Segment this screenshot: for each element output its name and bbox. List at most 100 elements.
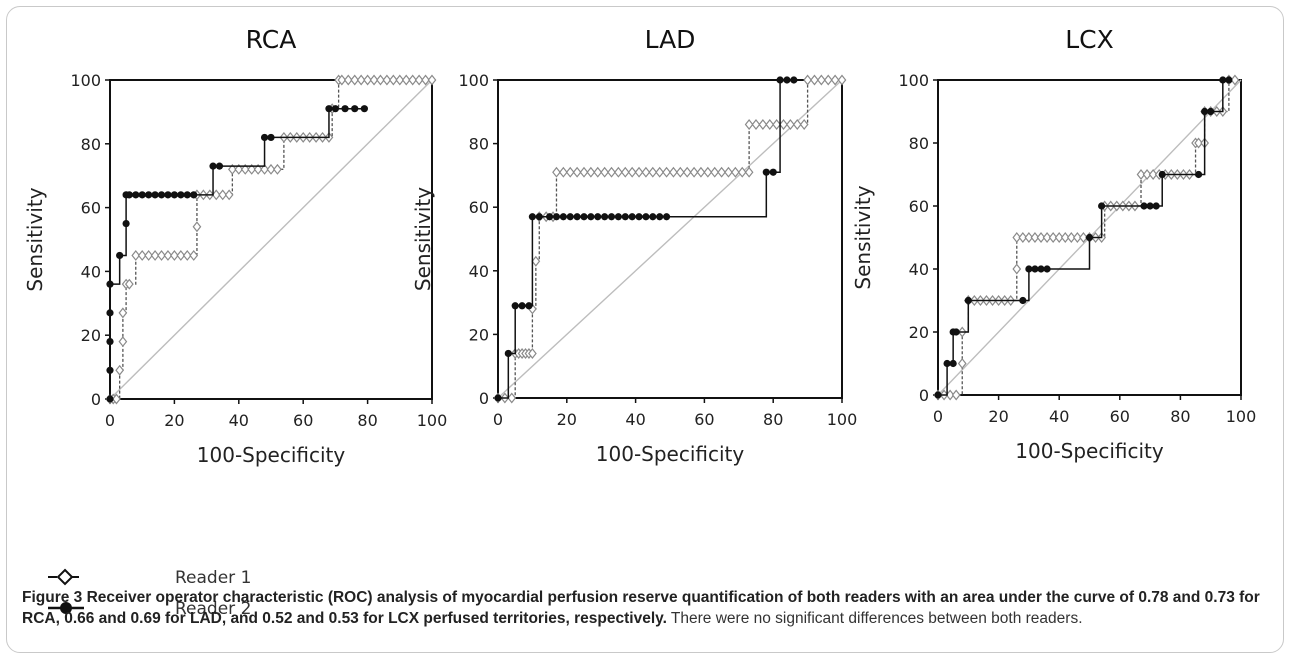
data-point-reader-2 xyxy=(1037,265,1045,273)
plot-area xyxy=(937,79,1242,396)
data-point-reader-1 xyxy=(614,166,623,178)
data-point-reader-1 xyxy=(408,74,418,86)
plot-area xyxy=(109,79,433,400)
y-tick-label: 20 xyxy=(469,325,489,344)
data-point-reader-1 xyxy=(531,255,541,267)
data-point-reader-1 xyxy=(744,166,754,178)
data-point-reader-1 xyxy=(1079,232,1088,243)
data-point-reader-2 xyxy=(209,162,217,170)
data-point-reader-2 xyxy=(790,76,798,84)
data-point-reader-1 xyxy=(751,119,761,130)
data-point-reader-2 xyxy=(525,302,533,310)
data-point-reader-1 xyxy=(799,119,809,130)
data-point-reader-2 xyxy=(341,105,349,113)
data-point-reader-1 xyxy=(710,166,720,178)
data-point-reader-2 xyxy=(151,191,159,199)
data-point-reader-2 xyxy=(762,168,770,176)
data-point-reader-2 xyxy=(145,191,153,199)
data-point-reader-1 xyxy=(1012,232,1022,243)
x-tick-label: 20 xyxy=(557,410,577,429)
data-point-reader-1 xyxy=(655,166,665,178)
data-point-reader-2 xyxy=(177,191,185,199)
data-point-reader-1 xyxy=(558,166,568,178)
data-point-reader-1 xyxy=(765,119,775,130)
data-point-reader-1 xyxy=(627,166,637,178)
series-reader-2 xyxy=(934,76,1233,399)
data-point-reader-2 xyxy=(360,105,368,113)
data-point-reader-2 xyxy=(535,213,543,221)
data-point-reader-1 xyxy=(816,74,826,86)
y-axis-label: Sensitivity xyxy=(851,185,875,289)
data-point-reader-1 xyxy=(786,119,795,130)
data-point-reader-2 xyxy=(601,213,609,221)
data-point-reader-2 xyxy=(587,213,595,221)
data-point-reader-1 xyxy=(247,163,257,175)
data-point-reader-1 xyxy=(810,74,819,86)
data-point-reader-2 xyxy=(106,366,114,374)
data-point-reader-1 xyxy=(182,249,192,261)
data-point-reader-1 xyxy=(803,74,812,86)
data-point-reader-2 xyxy=(215,162,224,170)
data-point-reader-1 xyxy=(260,163,269,175)
data-point-reader-1 xyxy=(218,189,228,201)
roc-chart-lcx: LCX 0 20 40 60 80 100 0 20 40 60 80 100 100-Specifici… xyxy=(851,25,1256,463)
data-point-reader-2 xyxy=(528,213,537,221)
data-point-reader-2 xyxy=(106,337,114,346)
data-point-reader-1 xyxy=(1036,232,1046,243)
data-point-reader-1 xyxy=(176,249,186,261)
data-point-reader-1 xyxy=(1142,169,1152,180)
data-point-reader-2 xyxy=(635,213,643,221)
y-tick-label: 100 xyxy=(898,71,929,90)
x-tick-label: 60 xyxy=(1110,407,1130,426)
data-point-reader-1 xyxy=(273,163,282,175)
data-point-reader-2 xyxy=(580,213,588,221)
x-tick-label: 40 xyxy=(625,410,645,429)
data-point-reader-1 xyxy=(572,166,582,178)
data-point-reader-2 xyxy=(132,191,140,199)
data-point-reader-1 xyxy=(1018,232,1028,243)
x-tick-label: 100 xyxy=(1226,407,1257,426)
data-point-reader-2 xyxy=(1152,202,1160,210)
open-diamond-marker-icon xyxy=(56,568,74,586)
data-point-reader-2 xyxy=(594,213,602,221)
figure-frame xyxy=(6,6,1284,653)
y-tick-label: 60 xyxy=(909,197,929,216)
data-point-reader-1 xyxy=(192,221,202,233)
data-point-reader-2 xyxy=(934,391,942,399)
data-point-reader-2 xyxy=(662,213,671,221)
data-point-reader-1 xyxy=(427,74,437,86)
data-point-reader-2 xyxy=(138,191,146,199)
data-point-reader-1 xyxy=(253,163,263,175)
data-point-reader-1 xyxy=(641,166,651,178)
data-point-reader-2 xyxy=(190,191,198,199)
data-point-reader-1 xyxy=(957,358,967,369)
data-point-reader-2 xyxy=(106,309,114,317)
data-point-reader-1 xyxy=(792,119,802,130)
data-point-reader-2 xyxy=(325,105,333,113)
data-point-reader-1 xyxy=(356,74,366,86)
data-point-reader-1 xyxy=(350,74,360,86)
x-tick-label: 0 xyxy=(493,410,503,429)
data-point-reader-2 xyxy=(642,213,650,221)
x-tick-label: 100 xyxy=(417,411,448,430)
data-point-reader-2 xyxy=(649,213,657,221)
data-point-reader-1 xyxy=(414,74,424,86)
data-point-reader-1 xyxy=(758,119,768,130)
data-point-reader-1 xyxy=(951,389,961,401)
data-point-reader-2 xyxy=(656,213,664,221)
data-point-reader-1 xyxy=(401,74,411,86)
data-point-reader-1 xyxy=(675,166,685,178)
y-tick-label: 80 xyxy=(469,135,489,154)
data-point-reader-2 xyxy=(494,394,502,402)
data-point-reader-2 xyxy=(331,105,339,113)
data-point-reader-2 xyxy=(164,191,172,199)
data-point-reader-1 xyxy=(1066,232,1076,243)
data-point-reader-2 xyxy=(964,296,972,305)
data-point-reader-2 xyxy=(1219,76,1227,84)
y-tick-label: 40 xyxy=(469,262,489,281)
data-point-reader-1 xyxy=(689,166,699,178)
chart-title: LCX xyxy=(1065,25,1114,54)
x-tick-label: 20 xyxy=(988,407,1008,426)
data-point-reader-1 xyxy=(163,249,173,261)
data-point-reader-2 xyxy=(183,191,191,199)
